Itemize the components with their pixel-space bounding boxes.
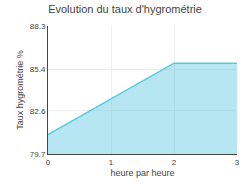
svg-text:79.7: 79.7: [30, 150, 46, 159]
svg-text:0: 0: [46, 158, 51, 167]
svg-text:heure par heure: heure par heure: [110, 168, 174, 178]
svg-text:Evolution du taux d'hygrométri: Evolution du taux d'hygrométrie: [48, 3, 202, 15]
svg-text:2: 2: [172, 158, 177, 167]
svg-text:85.4: 85.4: [30, 65, 46, 74]
svg-text:88.3: 88.3: [30, 22, 46, 31]
svg-text:3: 3: [235, 158, 240, 167]
svg-text:82.6: 82.6: [30, 107, 46, 116]
svg-text:Taux hygrométrie %: Taux hygrométrie %: [15, 50, 25, 130]
svg-text:1: 1: [109, 158, 114, 167]
